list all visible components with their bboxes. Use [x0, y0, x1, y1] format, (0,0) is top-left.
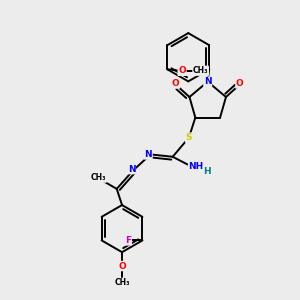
- Text: F: F: [125, 236, 131, 245]
- Text: N: N: [128, 165, 135, 174]
- Text: H: H: [203, 167, 211, 176]
- Text: NH: NH: [189, 162, 204, 171]
- Text: O: O: [172, 79, 179, 88]
- Text: CH₃: CH₃: [91, 173, 106, 182]
- Text: O: O: [118, 262, 126, 271]
- Text: N: N: [204, 77, 212, 86]
- Text: O: O: [236, 79, 244, 88]
- Text: CH₃: CH₃: [114, 278, 130, 287]
- Text: O: O: [178, 66, 186, 75]
- Text: N: N: [144, 150, 152, 159]
- Text: CH₃: CH₃: [193, 66, 208, 75]
- Text: S: S: [186, 133, 192, 142]
